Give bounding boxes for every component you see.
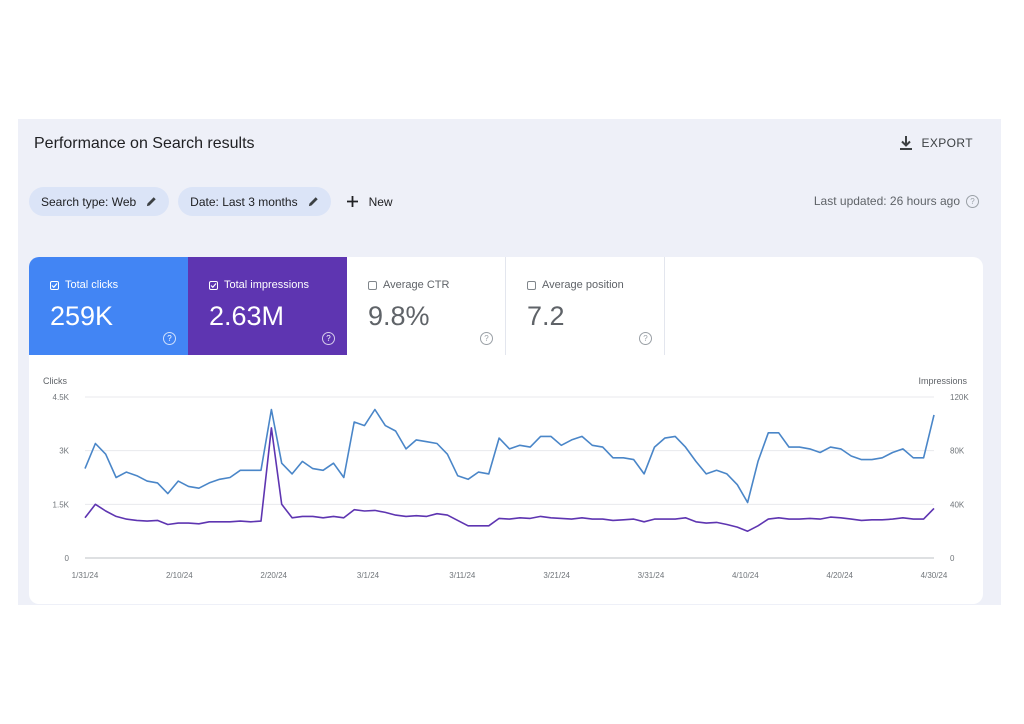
- new-label: New: [368, 194, 393, 209]
- y-left-tick-label: 0: [65, 554, 70, 563]
- checkbox-unchecked-icon[interactable]: [527, 280, 536, 290]
- pencil-icon: [308, 197, 318, 207]
- date-chip[interactable]: Date: Last 3 months: [178, 187, 331, 216]
- y-right-tick-label: 40K: [950, 500, 965, 509]
- x-tick-label: 3/11/24: [449, 571, 476, 580]
- y-right-tick-label: 80K: [950, 447, 965, 456]
- y-left-tick-label: 4.5K: [53, 393, 70, 402]
- x-tick-label: 2/10/24: [166, 571, 193, 580]
- series-line-impressions: [84, 427, 935, 532]
- y-left-tick-label: 1.5K: [53, 500, 70, 509]
- metric-average-position[interactable]: Average position 7.2 ?: [506, 257, 665, 355]
- search-type-chip[interactable]: Search type: Web: [29, 187, 170, 216]
- metric-label: Average position: [542, 279, 624, 291]
- metric-label: Average CTR: [383, 279, 450, 291]
- export-label: EXPORT: [921, 136, 973, 150]
- x-tick-label: 4/30/24: [921, 571, 948, 580]
- y-left-tick-label: 3K: [59, 447, 69, 456]
- x-tick-label: 3/21/24: [543, 571, 570, 580]
- performance-card: Total clicks 259K ? Total impressions 2.…: [29, 257, 983, 604]
- new-filter-button[interactable]: New: [340, 195, 399, 209]
- metric-average-ctr[interactable]: Average CTR 9.8% ?: [347, 257, 506, 355]
- plus-icon: [346, 196, 358, 207]
- x-tick-label: 1/31/24: [72, 571, 99, 580]
- metric-label: Total clicks: [65, 279, 119, 291]
- help-icon[interactable]: ?: [639, 332, 652, 345]
- help-icon[interactable]: ?: [966, 194, 979, 208]
- performance-panel: Performance on Search results EXPORT Sea…: [18, 119, 1001, 605]
- metric-value: 2.63M: [209, 301, 285, 331]
- last-updated: Last updated: 26 hours ago ?: [814, 194, 979, 208]
- x-tick-label: 3/31/24: [638, 571, 665, 580]
- left-axis-title: Clicks: [43, 376, 67, 386]
- checkbox-checked-icon[interactable]: [209, 280, 218, 290]
- y-right-tick-label: 120K: [950, 393, 969, 402]
- help-icon[interactable]: ?: [322, 332, 335, 345]
- metric-value: 259K: [50, 301, 114, 331]
- download-icon: [900, 136, 913, 150]
- performance-chart: Clicks Impressions 4.5K 120K 3K 80K 1.5K 40K 0…: [43, 376, 969, 580]
- x-tick-label: 2/20/24: [260, 571, 287, 580]
- checkbox-checked-icon[interactable]: [50, 280, 59, 290]
- filter-bar: Search type: Web Date: Last 3 months New: [29, 187, 399, 216]
- x-tick-label: 4/10/24: [732, 571, 759, 580]
- y-right-tick-label: 0: [950, 554, 955, 563]
- date-label: Date: Last 3 months: [190, 194, 298, 209]
- last-updated-text: Last updated: 26 hours ago: [813, 194, 960, 208]
- metric-total-impressions[interactable]: Total impressions 2.63M ?: [188, 257, 347, 355]
- series-line-clicks: [84, 408, 935, 504]
- metric-value: 7.2: [527, 301, 565, 331]
- help-icon[interactable]: ?: [163, 332, 176, 345]
- x-tick-label: 4/20/24: [826, 571, 853, 580]
- checkbox-unchecked-icon[interactable]: [368, 280, 377, 290]
- x-tick-label: 3/1/24: [357, 571, 380, 580]
- metric-label: Total impressions: [224, 279, 309, 291]
- metric-total-clicks[interactable]: Total clicks 259K ?: [29, 257, 188, 355]
- page-title: Performance on Search results: [34, 135, 255, 152]
- right-axis-title: Impressions: [918, 376, 967, 386]
- help-icon[interactable]: ?: [480, 332, 493, 345]
- search-type-label: Search type: Web: [41, 194, 137, 209]
- pencil-icon: [147, 197, 156, 207]
- export-button[interactable]: EXPORT: [899, 135, 973, 151]
- metric-value: 9.8%: [368, 301, 430, 331]
